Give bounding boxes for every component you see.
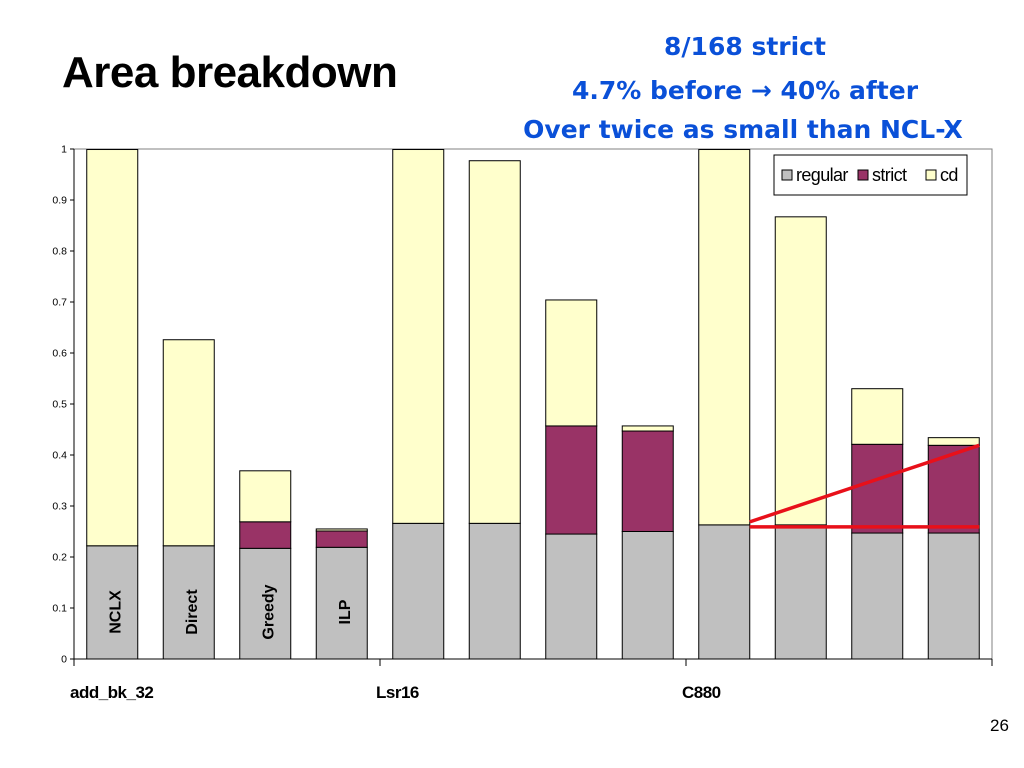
annotation-before-after: 4.7% before → 40% after xyxy=(571,76,919,105)
bar-segment-regular xyxy=(851,532,904,660)
bar-segment-cd xyxy=(774,216,827,526)
x-group-label: add_bk_32 xyxy=(70,683,153,702)
y-tick-label: 0.6 xyxy=(52,348,67,360)
legend-label-cd: cd xyxy=(940,165,958,185)
y-tick-label: 1 xyxy=(61,144,67,156)
bar-segment-cd xyxy=(621,425,674,432)
bar-segment-regular xyxy=(392,522,445,660)
bar-segment-strict xyxy=(545,425,598,535)
bar-segment-cd xyxy=(86,149,139,547)
bar-method-label: Direct xyxy=(184,589,201,635)
bar-method-label: ILP xyxy=(337,599,354,624)
y-tick-label: 0.8 xyxy=(52,246,67,258)
x-group-label: C880 xyxy=(682,683,721,702)
legend-swatch-cd xyxy=(925,169,937,181)
bar-segment-regular xyxy=(698,524,751,660)
legend-swatch-strict xyxy=(857,169,869,181)
plot-area xyxy=(73,148,993,660)
legend-label-strict: strict xyxy=(872,165,907,185)
x-group-label: Lsr16 xyxy=(376,683,419,702)
bar-method-label: Greedy xyxy=(260,584,277,639)
y-tick-label: 0.9 xyxy=(52,195,67,207)
y-tick-label: 0.4 xyxy=(52,450,67,462)
y-tick-label: 0 xyxy=(61,654,67,666)
bar-segment-regular xyxy=(468,522,521,660)
y-tick-label: 0.3 xyxy=(52,501,67,513)
bar-segment-strict xyxy=(239,521,292,549)
y-tick-label: 0.7 xyxy=(52,297,67,309)
bar-segment-cd xyxy=(545,299,598,427)
bar-method-label: NCLX xyxy=(107,590,124,634)
bar-segment-regular xyxy=(927,532,980,660)
bar-segment-regular xyxy=(545,533,598,660)
legend: regular strict cd xyxy=(773,154,968,196)
bar-segment-regular xyxy=(315,546,368,660)
bar-segment-regular xyxy=(774,524,827,660)
legend-swatch-regular xyxy=(781,169,793,181)
highlight-line-after xyxy=(749,443,980,524)
y-tick-label: 0.5 xyxy=(52,399,67,411)
bar-segment-strict xyxy=(315,530,368,548)
bar-segment-cd xyxy=(315,528,368,532)
bar-segment-strict xyxy=(621,430,674,532)
annotation-comparison: Over twice as small than NCL-X xyxy=(523,115,963,144)
bar-segment-regular xyxy=(86,545,139,660)
bar-segment-cd xyxy=(851,388,904,445)
slide-title: Area breakdown xyxy=(62,48,398,97)
bar-segment-strict xyxy=(851,443,904,534)
page-number: 26 xyxy=(990,716,1009,735)
bar-segment-cd xyxy=(162,339,215,547)
legend-label-regular: regular xyxy=(796,165,848,185)
annotation-strict-count: 8/168 strict xyxy=(664,32,826,61)
bar-segment-regular xyxy=(621,531,674,660)
bar-segment-cd xyxy=(392,149,445,524)
bar-segment-cd xyxy=(698,149,751,526)
bar-segment-cd xyxy=(927,437,980,446)
y-tick-label: 0.1 xyxy=(52,603,67,615)
bar-segment-cd xyxy=(468,160,521,524)
bar-segment-cd xyxy=(239,470,292,523)
y-tick-label: 0.2 xyxy=(52,552,67,564)
